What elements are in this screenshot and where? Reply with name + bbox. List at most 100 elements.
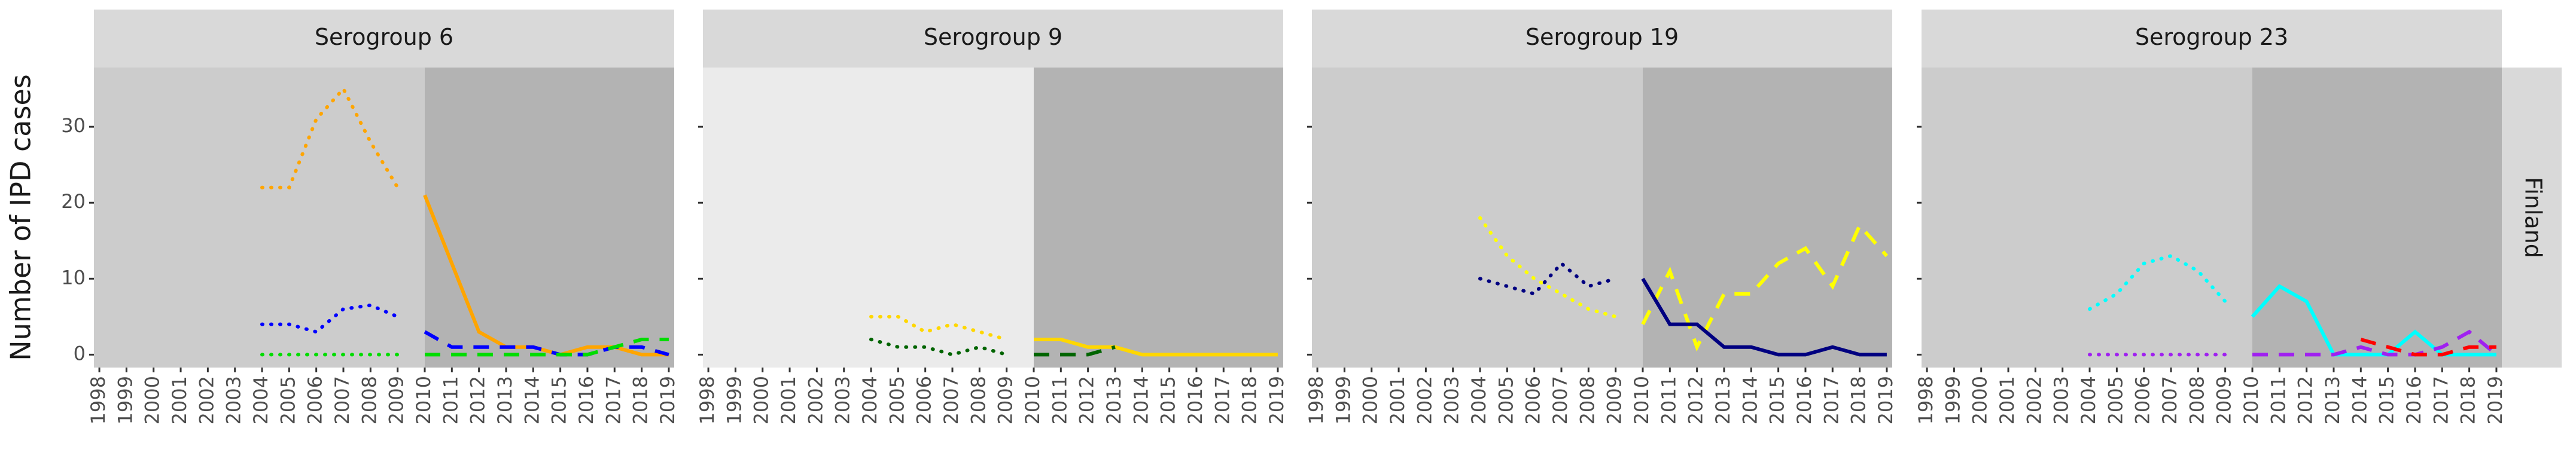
y-tick-label: 0	[74, 342, 86, 365]
x-tick-label: 2010	[2240, 376, 2263, 424]
series-line	[2360, 338, 2496, 357]
x-tick-label: 2006	[1522, 376, 1545, 424]
x-tick-label: 2005	[276, 376, 299, 424]
y-tick-label: 30	[61, 114, 86, 137]
series-line	[2251, 284, 2496, 357]
x-tick-label: 2011	[2267, 376, 2289, 424]
x-tick-label: 2009	[1603, 376, 1626, 424]
x-tick-label: 2004	[2077, 376, 2100, 424]
facet-strip	[94, 10, 674, 68]
x-tick-label: 2018	[1238, 376, 1261, 424]
post-period	[2252, 68, 2502, 368]
facet-strip-right	[2502, 68, 2562, 368]
x-tick-label: 2000	[1969, 376, 1992, 424]
x-tick-label: 2000	[750, 376, 773, 424]
x-tick-label: 2013	[2321, 376, 2344, 424]
x-tick-label: 2003	[832, 376, 854, 424]
y-tick-label: 20	[61, 190, 86, 213]
x-tick-label: 1998	[1914, 376, 1937, 424]
x-tick-label: 2000	[141, 376, 164, 424]
x-tick-label: 2008	[967, 376, 989, 424]
facet-title: Serogroup 23	[2135, 24, 2288, 50]
x-tick-label: 2002	[804, 376, 827, 424]
pre-period	[1312, 68, 1643, 368]
x-tick-label: 2002	[195, 376, 218, 424]
x-tick-label: 2008	[1576, 376, 1598, 424]
x-tick-label: 2011	[1048, 376, 1071, 424]
x-tick-label: 2005	[885, 376, 908, 424]
series-line	[1034, 338, 1278, 357]
x-tick-label: 2017	[2429, 376, 2452, 424]
x-tick-label: 2012	[1685, 376, 1707, 424]
x-tick-label: 2009	[994, 376, 1017, 424]
x-tick-label: 2004	[858, 376, 881, 424]
post-period	[424, 68, 674, 368]
x-tick-label: 1999	[1332, 376, 1354, 424]
facet-title: Serogroup 6	[315, 24, 453, 50]
x-tick-label: 2014	[2348, 376, 2371, 424]
x-tick-label: 2003	[2050, 376, 2073, 424]
x-tick-label: 2001	[1996, 376, 2018, 424]
y-tick-label: 10	[61, 266, 86, 289]
x-tick-label: 2001	[168, 376, 191, 424]
x-tick-label: 2001	[777, 376, 800, 424]
x-tick-label: 2005	[2104, 376, 2127, 424]
x-tick-label: 2007	[1549, 376, 1572, 424]
x-tick-label: 2018	[2457, 376, 2480, 424]
x-tick-label: 2002	[2023, 376, 2045, 424]
x-tick-label: 2018	[629, 376, 652, 424]
x-tick-label: 2014	[520, 376, 543, 424]
x-tick-label: 2019	[656, 376, 679, 424]
x-tick-label: 2007	[940, 376, 963, 424]
post-period	[1642, 68, 1892, 368]
x-tick-label: 1998	[696, 376, 718, 424]
x-tick-label: 1998	[87, 376, 109, 424]
x-tick-label: 2013	[494, 376, 516, 424]
x-tick-label: 2017	[602, 376, 625, 424]
x-tick-label: 2017	[1211, 376, 1234, 424]
x-tick-label: 2016	[1793, 376, 1816, 424]
post-period	[1033, 68, 1283, 368]
x-tick-label: 2001	[1386, 376, 1409, 424]
x-tick-label: 1998	[1305, 376, 1327, 424]
x-tick-label: 2005	[1494, 376, 1517, 424]
series-line	[260, 303, 400, 334]
y-axis-title: Number of IPD cases	[5, 74, 37, 360]
x-tick-label: 2014	[1738, 376, 1761, 424]
x-tick-label: 1999	[723, 376, 745, 424]
x-tick-label: 2012	[1076, 376, 1098, 424]
x-tick-label: 2009	[385, 376, 408, 424]
facet-strip	[1312, 10, 1892, 68]
x-tick-label: 2015	[1157, 376, 1180, 424]
x-tick-label: 2016	[1184, 376, 1207, 424]
x-tick-label: 2003	[223, 376, 245, 424]
x-tick-label: 2012	[2294, 376, 2317, 424]
series-line	[1034, 345, 1116, 357]
facet-strip	[1922, 10, 2502, 68]
x-tick-label: 2019	[1265, 376, 1288, 424]
x-tick-label: 2003	[1441, 376, 1463, 424]
x-tick-label: 2004	[1467, 376, 1490, 424]
series-line	[423, 194, 669, 357]
series-line	[2088, 253, 2227, 311]
x-tick-label: 2006	[304, 376, 327, 424]
series-line	[2252, 329, 2498, 357]
x-tick-label: 2010	[1630, 376, 1653, 424]
x-tick-label: 1999	[114, 376, 136, 424]
x-tick-label: 2004	[249, 376, 272, 424]
x-tick-label: 2017	[1820, 376, 1843, 424]
x-tick-label: 2013	[1712, 376, 1734, 424]
x-tick-label: 2010	[412, 376, 435, 424]
pre-period	[1922, 68, 2252, 368]
facet-title: Serogroup 19	[1525, 24, 1679, 50]
x-tick-label: 2014	[1129, 376, 1152, 424]
x-tick-label: 2007	[2158, 376, 2181, 424]
x-tick-label: 2006	[2132, 376, 2154, 424]
series-line	[1478, 216, 1618, 319]
pre-period	[94, 68, 425, 368]
series-line	[425, 338, 669, 357]
x-tick-label: 2019	[2484, 376, 2507, 424]
facet-strip	[703, 10, 1283, 68]
x-tick-label: 1999	[1941, 376, 1964, 424]
facet-title: Serogroup 9	[924, 24, 1062, 50]
